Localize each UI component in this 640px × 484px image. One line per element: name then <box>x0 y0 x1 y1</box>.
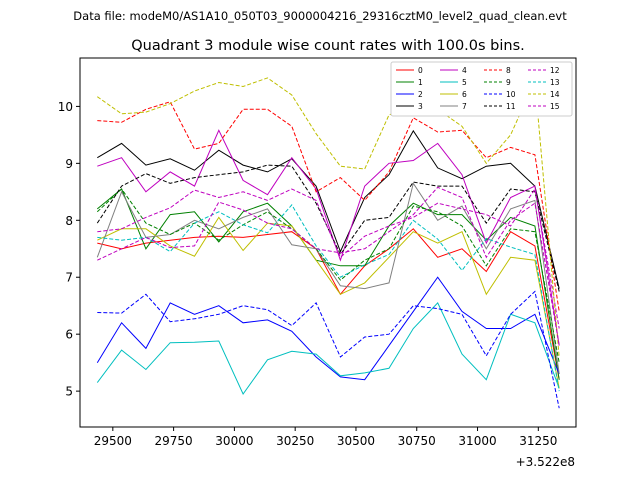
plot-frame <box>79 57 577 428</box>
x-offset-label: +3.522e8 <box>516 455 575 469</box>
series-line-7 <box>96 182 560 375</box>
data-file-caption: Data file: modeM0/AS1A10_050T03_90000042… <box>73 9 567 23</box>
series-line-5 <box>96 302 560 395</box>
series-line-11 <box>96 164 560 292</box>
plot-lines <box>96 77 560 409</box>
legend-label-3: 3 <box>418 102 423 111</box>
legend-label-8: 8 <box>506 66 511 75</box>
y-axis: 5 6 7 8 9 10 <box>58 100 80 399</box>
series-line-9 <box>96 188 560 363</box>
chart-title: Quadrant 3 module wise count rates with … <box>131 38 525 54</box>
x-tick-label: 30000 <box>215 434 253 448</box>
legend-label-7: 7 <box>462 102 467 111</box>
series-line-0 <box>97 228 560 380</box>
legend-label-11: 11 <box>506 102 516 111</box>
y-tick-label: 9 <box>65 157 73 171</box>
y-tick-label: 6 <box>65 328 73 342</box>
legend-label-4: 4 <box>462 66 467 75</box>
x-tick-label: 31250 <box>519 434 557 448</box>
x-axis: 29500 29750 30000 30250 30500 30750 31000 31250 <box>94 427 557 448</box>
series-line-14 <box>97 77 560 358</box>
legend-label-9: 9 <box>506 78 511 87</box>
series-line-15 <box>97 186 560 346</box>
x-tick-label: 29750 <box>155 434 193 448</box>
legend-label-13: 13 <box>550 78 560 87</box>
legend-label-2: 2 <box>418 90 423 99</box>
legend-label-14: 14 <box>550 90 560 99</box>
legend-label-10: 10 <box>506 90 516 99</box>
legend-label-0: 0 <box>418 66 423 75</box>
legend-label-1: 1 <box>418 78 423 87</box>
series-line-2 <box>96 276 560 381</box>
series-line-8 <box>97 101 560 312</box>
series-line-4 <box>97 129 560 346</box>
legend-box <box>390 61 573 117</box>
y-tick-label: 5 <box>65 385 73 399</box>
legend-label-6: 6 <box>462 90 467 99</box>
x-tick-label: 30500 <box>337 434 375 448</box>
series-line-3 <box>97 129 560 289</box>
x-tick-label: 30250 <box>276 434 314 448</box>
x-tick-label: 31000 <box>458 434 496 448</box>
y-tick-label: 10 <box>58 100 73 114</box>
legend-label-15: 15 <box>550 102 560 111</box>
y-tick-label: 8 <box>65 214 73 228</box>
y-tick-label: 7 <box>65 271 73 285</box>
x-tick-label: 29500 <box>94 434 132 448</box>
legend-label-12: 12 <box>550 66 560 75</box>
x-tick-label: 30750 <box>398 434 436 448</box>
series-line-1 <box>96 188 560 380</box>
legend-label-5: 5 <box>462 78 467 87</box>
series-line-13 <box>97 204 560 392</box>
series-line-10 <box>97 290 560 409</box>
series-line-12 <box>97 187 560 329</box>
